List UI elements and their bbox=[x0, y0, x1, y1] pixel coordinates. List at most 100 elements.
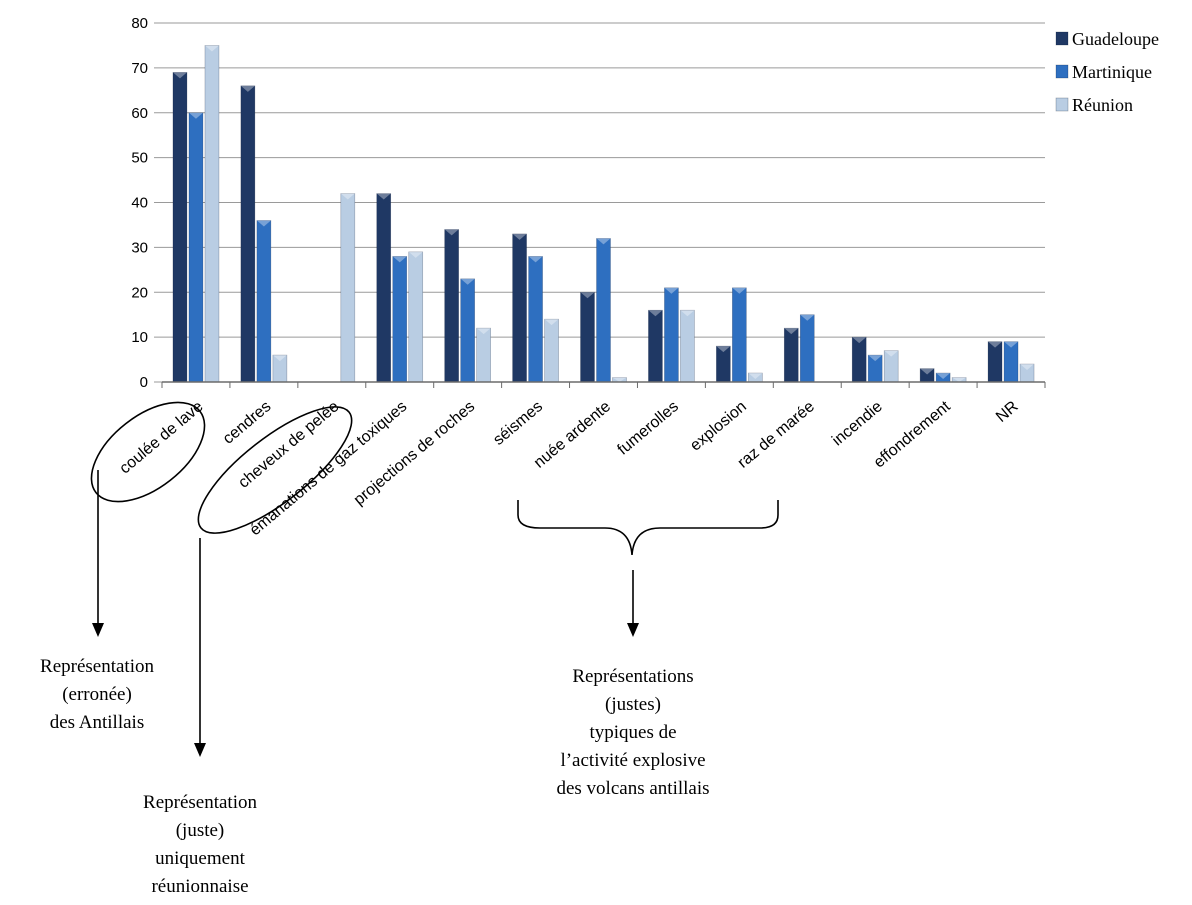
y-tick-label: 20 bbox=[131, 284, 148, 301]
bar-guadeloupe-7 bbox=[648, 309, 663, 383]
arrow-head-explosive bbox=[627, 623, 639, 637]
bar-cap bbox=[852, 337, 867, 344]
bar-guadeloupe-0 bbox=[172, 72, 188, 383]
bar-cap bbox=[444, 229, 459, 236]
bar-cap bbox=[240, 85, 255, 92]
y-tick-label: 70 bbox=[131, 60, 148, 77]
bar-martinique-8 bbox=[732, 287, 747, 383]
y-tick-label: 40 bbox=[131, 195, 148, 212]
bar-cap bbox=[680, 310, 695, 317]
bar-guadeloupe-6 bbox=[580, 291, 595, 383]
arrow-head-lave bbox=[92, 623, 104, 637]
bars bbox=[172, 45, 1035, 383]
bar-cap bbox=[716, 346, 731, 353]
bar-cap bbox=[512, 233, 527, 240]
bar-guadeloupe-5 bbox=[512, 233, 527, 383]
annotation-line-pelee: Représentation bbox=[143, 792, 257, 813]
bar-martinique-5 bbox=[528, 256, 543, 383]
bar-martinique-3 bbox=[392, 256, 408, 383]
annotation-line-pelee: réunionnaise bbox=[151, 876, 248, 897]
bar-runion-7 bbox=[680, 309, 695, 383]
bar-cap bbox=[920, 368, 935, 375]
bar-cap bbox=[256, 220, 271, 227]
bar-cap bbox=[784, 328, 799, 335]
bar-cap bbox=[664, 287, 679, 294]
bar-cap bbox=[580, 292, 595, 299]
bar-martinique-7 bbox=[664, 287, 679, 383]
bar-cap bbox=[1020, 364, 1035, 371]
legend-swatch bbox=[1055, 64, 1069, 79]
x-category-label: projections de roches bbox=[351, 398, 478, 509]
legend-swatch bbox=[1055, 97, 1069, 112]
bar-cap bbox=[988, 341, 1003, 348]
bar-runion-5 bbox=[544, 318, 559, 383]
bar-martinique-1 bbox=[256, 220, 272, 383]
bar-guadeloupe-1 bbox=[240, 85, 256, 383]
bar-cap bbox=[408, 251, 423, 258]
bar-cap bbox=[952, 377, 967, 382]
annotation-line-pelee: uniquement bbox=[155, 848, 245, 869]
x-category-label: fumerolles bbox=[615, 398, 682, 458]
bar-cap bbox=[544, 319, 559, 326]
bar-guadeloupe-4 bbox=[444, 229, 459, 383]
arrow-head-pelee bbox=[194, 743, 206, 757]
bar-martinique-0 bbox=[188, 112, 204, 383]
annotation-line-explosive: Représentations bbox=[572, 666, 693, 687]
legend-label: Réunion bbox=[1072, 95, 1133, 115]
bar-cap bbox=[868, 355, 883, 362]
y-tick-label: 80 bbox=[131, 15, 148, 32]
legend: Guadeloupe Martinique Réunion bbox=[1055, 29, 1159, 115]
annotation-line-explosive: typiques de bbox=[589, 722, 676, 743]
bar-cap bbox=[392, 256, 407, 263]
bar-cap bbox=[936, 373, 951, 380]
bar-cap bbox=[748, 373, 763, 380]
bar-cap bbox=[172, 72, 187, 79]
bar-runion-4 bbox=[476, 327, 491, 383]
bar-cap bbox=[884, 350, 899, 357]
annotation-line-lave: des Antillais bbox=[50, 712, 144, 733]
bar-runion-3 bbox=[408, 251, 424, 383]
annotations bbox=[90, 401, 779, 757]
legend-label: Martinique bbox=[1072, 62, 1152, 82]
bar-cap bbox=[1004, 341, 1019, 348]
bar-cap bbox=[596, 238, 611, 245]
y-tick-label: 30 bbox=[131, 239, 148, 256]
bar-cap bbox=[376, 193, 391, 200]
y-tick-label: 10 bbox=[131, 329, 148, 346]
y-axis-ticks: 0 10 20 30 40 50 60 70 80 bbox=[131, 15, 148, 391]
y-tick-label: 60 bbox=[131, 105, 148, 122]
legend-swatch bbox=[1055, 31, 1069, 46]
bar-martinique-6 bbox=[596, 238, 611, 383]
annotation-line-lave: Représentation bbox=[40, 656, 154, 677]
bar-guadeloupe-3 bbox=[376, 193, 392, 383]
x-category-label: cendres bbox=[220, 398, 275, 448]
annotation-line-lave: (erronée) bbox=[62, 684, 132, 705]
bar-martinique-12 bbox=[1003, 341, 1019, 383]
bar-cap bbox=[476, 328, 491, 335]
bar-guadeloupe-12 bbox=[987, 341, 1003, 383]
x-category-label: coulée de lave bbox=[117, 398, 207, 477]
bar-cap bbox=[648, 310, 663, 317]
annotation-texts: Représentation (erronée) des Antillais Repr… bbox=[40, 656, 710, 897]
bar-cap bbox=[732, 287, 747, 294]
bar-guadeloupe-10 bbox=[851, 336, 867, 383]
ellipse-coulee-de-lave bbox=[90, 401, 206, 503]
annotation-line-explosive: des volcans antillais bbox=[556, 778, 709, 799]
annotation-line-explosive: (justes) bbox=[605, 694, 661, 715]
brace-explosive bbox=[517, 500, 779, 556]
annotation-line-pelee: (juste) bbox=[176, 820, 225, 841]
x-axis bbox=[161, 381, 1046, 388]
ellipse-cheveux-de-pelee bbox=[197, 406, 353, 534]
bar-cap bbox=[188, 112, 203, 119]
bar-runion-2 bbox=[340, 193, 356, 383]
x-category-label: explosion bbox=[687, 398, 750, 454]
bar-cap bbox=[460, 278, 475, 285]
y-tick-label: 0 bbox=[140, 374, 148, 391]
bar-cap bbox=[204, 45, 219, 52]
bar-cap bbox=[528, 256, 543, 263]
bar-cap bbox=[612, 377, 627, 382]
bar-cap bbox=[272, 355, 287, 362]
gridlines bbox=[154, 22, 1045, 383]
